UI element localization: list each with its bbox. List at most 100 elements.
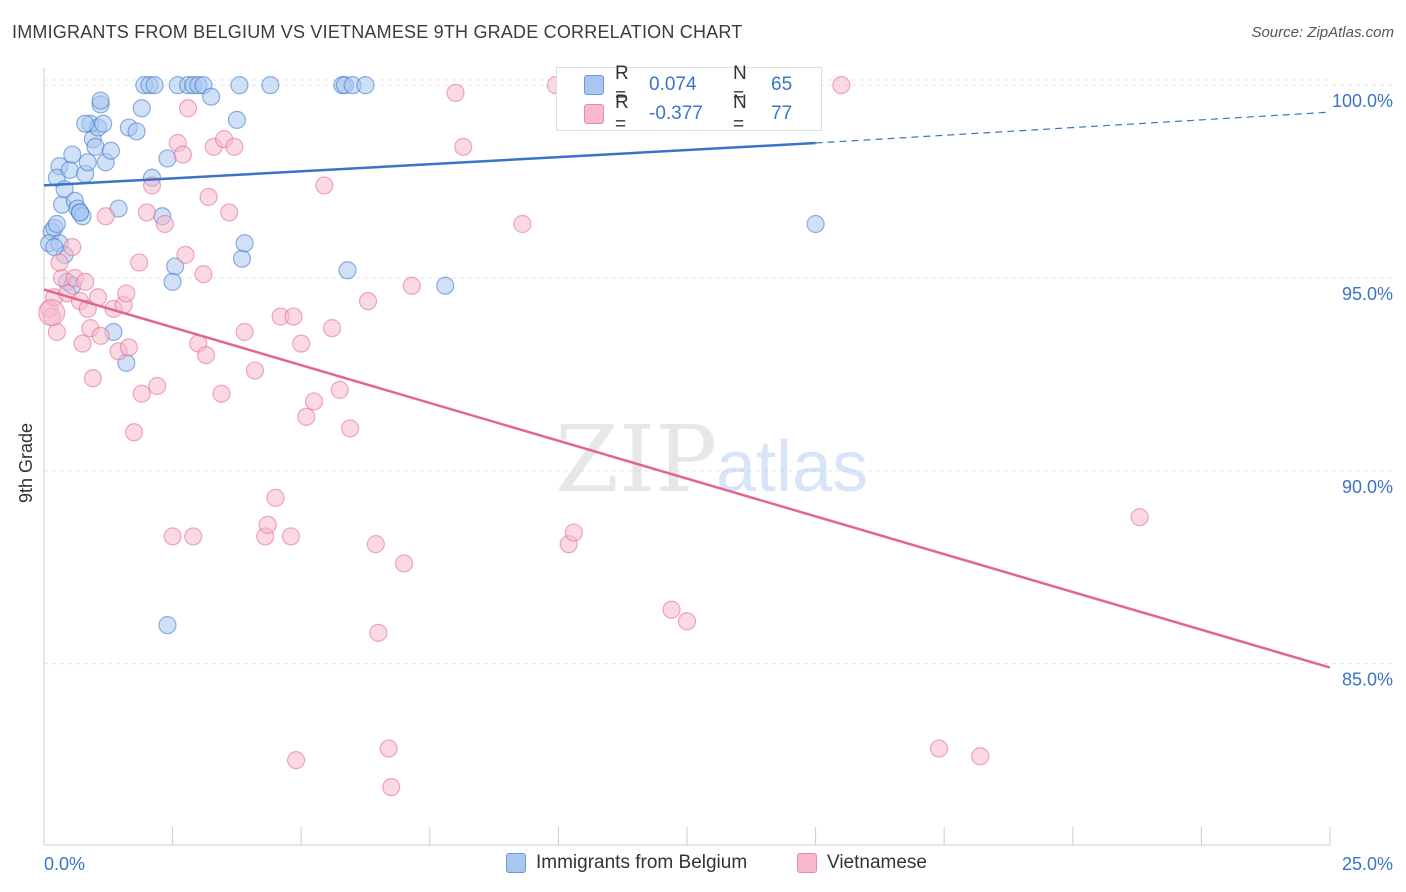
point-vietnamese (137, 203, 156, 222)
point-belgium (70, 203, 90, 222)
point-vietnamese (266, 488, 285, 507)
point-vietnamese (513, 214, 532, 234)
stats-n-label: N = (733, 63, 747, 106)
point-vietnamese (76, 272, 95, 291)
point-vietnamese (330, 380, 349, 399)
point-belgium (145, 76, 164, 95)
y-tick-label: 85.0% (1342, 670, 1393, 690)
point-vietnamese (148, 376, 167, 396)
legend-item-vietnamese[interactable]: Vietnamese (797, 852, 927, 874)
point-vietnamese (199, 187, 218, 207)
stats-r-value: 0.074 (649, 74, 697, 95)
point-belgium (163, 272, 182, 291)
y-tick-label: 100.0% (1332, 91, 1393, 111)
stats-swatch-vietnamese (584, 104, 604, 124)
point-vietnamese (369, 623, 388, 642)
point-vietnamese (173, 145, 192, 164)
point-vietnamese (358, 292, 378, 311)
point-belgium (227, 110, 246, 129)
point-vietnamese (119, 338, 138, 357)
point-vietnamese (286, 751, 306, 770)
point-vietnamese (245, 361, 265, 380)
point-belgium (338, 261, 357, 280)
point-vietnamese (225, 137, 244, 156)
point-belgium (76, 114, 95, 133)
point-vietnamese (929, 739, 949, 758)
point-belgium (806, 214, 825, 234)
point-vietnamese (130, 253, 149, 272)
legend-label-belgium: Immigrants from Belgium (536, 852, 748, 873)
stats-n-value: 65 (771, 74, 793, 95)
point-vietnamese (117, 284, 136, 303)
point-vietnamese (176, 245, 195, 264)
stats-n-value: 77 (771, 103, 793, 124)
point-vietnamese (322, 319, 342, 338)
point-belgium (86, 137, 105, 156)
point-belgium (127, 122, 146, 141)
tick-labels: 85.0% 90.0% 95.0% 100.0% 0.0% 25.0% (44, 91, 1393, 874)
stats-box: R = 0.074 N = 65 R = -0.377 N = 77 (556, 63, 822, 135)
point-vietnamese (402, 276, 421, 295)
point-vietnamese (379, 739, 398, 758)
x-tick-label-min: 0.0% (44, 854, 85, 874)
stats-r-label: R = (615, 92, 629, 135)
watermark-zip: ZIP (555, 406, 717, 513)
point-vietnamese (446, 83, 465, 102)
chart-title: IMMIGRANTS FROM BELGIUM VS VIETNAMESE 9T… (12, 22, 743, 42)
axes (43, 68, 1331, 846)
stats-r-label: R = (615, 63, 629, 106)
point-vietnamese (382, 778, 401, 797)
point-belgium (158, 149, 177, 168)
point-vietnamese (281, 527, 301, 546)
point-vietnamese (91, 326, 110, 345)
point-belgium (91, 91, 110, 110)
point-vietnamese (124, 423, 144, 442)
point-vietnamese (73, 334, 92, 353)
point-vietnamese (292, 334, 311, 353)
trend-line-belgium-extension (815, 111, 1331, 144)
point-vietnamese (155, 214, 174, 234)
trend-line-vietnamese (43, 288, 1331, 669)
y-tick-label: 90.0% (1342, 477, 1393, 497)
trend-line-belgium (43, 141, 816, 187)
legend-item-belgium[interactable]: Immigrants from Belgium (506, 852, 747, 874)
point-vietnamese (220, 203, 239, 222)
y-axis-label: 9th Grade (16, 423, 36, 503)
point-belgium (436, 276, 455, 295)
point-vietnamese (142, 176, 162, 195)
stats-swatch-belgium (584, 75, 604, 95)
watermark: ZIP atlas (555, 406, 868, 513)
x-tick-label-max: 25.0% (1342, 854, 1393, 874)
stats-r-value: -0.377 (649, 103, 703, 124)
point-vietnamese (315, 176, 334, 195)
point-vietnamese (662, 600, 681, 619)
point-vietnamese (1130, 508, 1149, 527)
point-vietnamese (212, 384, 231, 403)
trend-lines (43, 111, 1331, 669)
point-belgium (235, 234, 254, 253)
point-vietnamese (304, 392, 324, 411)
point-vietnamese (340, 419, 360, 438)
point-belgium (101, 141, 120, 160)
point-vietnamese (163, 527, 182, 546)
point-vietnamese (194, 265, 213, 284)
point-belgium (230, 76, 249, 95)
point-vietnamese-large (38, 299, 66, 327)
point-vietnamese (394, 554, 414, 573)
point-belgium (261, 76, 280, 95)
point-belgium (232, 249, 252, 268)
point-vietnamese (96, 207, 115, 226)
source-label: Source: ZipAtlas.com (1251, 24, 1394, 41)
data-points (38, 76, 1149, 797)
legend-swatch-belgium (506, 853, 526, 873)
point-vietnamese (184, 527, 203, 546)
point-vietnamese (971, 747, 990, 766)
point-vietnamese (297, 407, 316, 426)
point-vietnamese (178, 99, 198, 118)
point-belgium (94, 114, 113, 133)
legend-label-vietnamese: Vietnamese (827, 852, 927, 873)
point-belgium (202, 87, 221, 106)
legend-swatch-vietnamese (797, 853, 817, 873)
point-vietnamese (235, 322, 254, 342)
